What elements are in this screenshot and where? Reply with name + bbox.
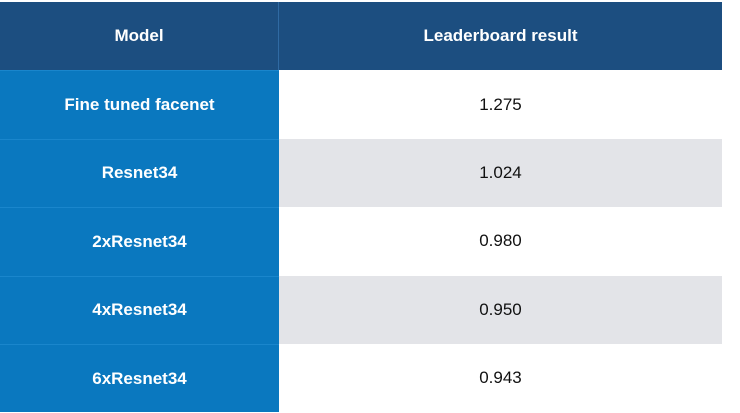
row-result-cell: 0.950	[279, 275, 722, 344]
row-result-cell: 0.943	[279, 343, 722, 413]
results-table: Model Leaderboard result Fine tuned face…	[0, 2, 722, 413]
row-result-cell: 1.024	[279, 138, 722, 208]
row-model-cell: 6xResnet34	[0, 343, 279, 413]
row-result-cell: 1.275	[279, 70, 722, 139]
row-model-cell: 2xResnet34	[0, 207, 279, 276]
row-result-cell: 0.980	[279, 207, 722, 276]
row-model-cell: 4xResnet34	[0, 275, 279, 344]
row-model-cell: Resnet34	[0, 138, 279, 208]
header-leaderboard-result: Leaderboard result	[279, 2, 722, 71]
header-model: Model	[0, 2, 279, 71]
row-model-cell: Fine tuned facenet	[0, 70, 279, 139]
